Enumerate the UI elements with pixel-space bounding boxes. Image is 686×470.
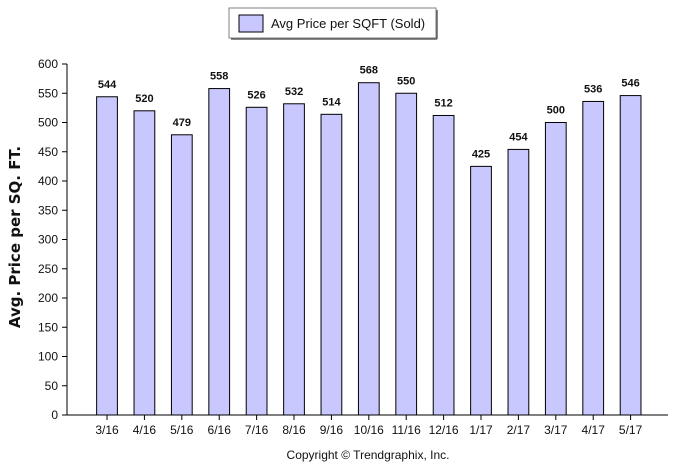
bar-9-16 bbox=[320, 113, 343, 416]
data-label: 454 bbox=[509, 131, 528, 143]
y-tick-label: 600 bbox=[38, 57, 58, 71]
y-tick-label: 150 bbox=[38, 320, 58, 334]
y-tick-label: 350 bbox=[38, 203, 58, 217]
legend-swatch bbox=[238, 14, 264, 33]
x-tick-label: 8/16 bbox=[282, 423, 306, 437]
x-tick-label: 5/17 bbox=[619, 423, 643, 437]
y-tick-label: 400 bbox=[38, 174, 58, 188]
bar-1-17 bbox=[470, 165, 492, 416]
legend-label: Avg Price per SQFT (Sold) bbox=[271, 16, 425, 31]
bar-10-16 bbox=[357, 82, 380, 416]
bar-3-16 bbox=[96, 96, 118, 416]
bar-2-17 bbox=[507, 148, 530, 416]
x-tick-label: 2/17 bbox=[507, 423, 531, 437]
bar-7-16 bbox=[245, 106, 268, 416]
data-label: 536 bbox=[584, 83, 602, 95]
data-label: 532 bbox=[285, 86, 303, 98]
bar-4-17 bbox=[582, 100, 605, 416]
data-label: 558 bbox=[210, 71, 228, 83]
y-axis-ticks: 0 50 100 150 200 250 300 350 400 450 500 550 600 bbox=[38, 57, 67, 422]
y-tick-label: 500 bbox=[38, 116, 58, 130]
data-label: 425 bbox=[472, 148, 490, 160]
y-tick-label: 200 bbox=[38, 291, 58, 305]
data-label: 544 bbox=[98, 79, 117, 91]
y-tick-label: 550 bbox=[38, 86, 58, 100]
data-label: 520 bbox=[135, 93, 153, 105]
data-label: 550 bbox=[397, 75, 415, 87]
y-axis-title: Avg. Price per SQ. FT. bbox=[6, 146, 24, 328]
x-tick-label: 7/16 bbox=[245, 423, 269, 437]
data-label: 526 bbox=[247, 89, 265, 101]
bar-6-16 bbox=[208, 88, 231, 416]
x-tick-label: 6/16 bbox=[208, 423, 232, 437]
bar-12-16 bbox=[432, 114, 455, 416]
data-label: 512 bbox=[434, 97, 452, 109]
x-tick-label: 10/16 bbox=[354, 423, 384, 437]
y-tick-label: 50 bbox=[45, 379, 59, 393]
x-tick-label: 5/16 bbox=[170, 423, 194, 437]
y-tick-label: 250 bbox=[38, 262, 58, 276]
bar-5-17 bbox=[619, 95, 642, 416]
data-label: 500 bbox=[547, 105, 565, 117]
x-tick-label: 4/16 bbox=[133, 423, 157, 437]
bar-4-16 bbox=[133, 110, 156, 416]
x-tick-label: 3/17 bbox=[544, 423, 568, 437]
data-label: 546 bbox=[621, 78, 639, 90]
bar-11-16 bbox=[395, 92, 418, 416]
data-label: 479 bbox=[173, 117, 191, 129]
x-tick-label: 4/17 bbox=[582, 423, 606, 437]
copyright-text: Copyright © Trendgraphix, Inc. bbox=[287, 448, 450, 462]
bar-3-17 bbox=[544, 122, 567, 416]
y-tick-label: 300 bbox=[38, 233, 58, 247]
y-tick-label: 0 bbox=[51, 408, 58, 422]
data-label: 568 bbox=[360, 65, 378, 77]
x-axis-ticks: 3/16 4/16 5/16 6/16 7/16 8/16 9/16 10/16 11/16 12… bbox=[95, 415, 643, 437]
bars: 544 520 479 558 526 532 514 568 550 512 425 454 500 5… bbox=[96, 65, 642, 416]
x-tick-label: 12/16 bbox=[429, 423, 459, 437]
legend: Avg Price per SQFT (Sold) bbox=[228, 7, 438, 40]
bar-5-16 bbox=[170, 134, 193, 416]
x-tick-label: 11/16 bbox=[392, 423, 421, 437]
x-tick-label: 1/17 bbox=[469, 423, 493, 437]
y-tick-label: 450 bbox=[38, 145, 58, 159]
x-tick-label: 9/16 bbox=[320, 423, 344, 437]
bar-8-16 bbox=[283, 103, 305, 416]
x-tick-label: 3/16 bbox=[95, 423, 119, 437]
data-label: 514 bbox=[322, 96, 341, 108]
y-tick-label: 100 bbox=[38, 350, 58, 364]
